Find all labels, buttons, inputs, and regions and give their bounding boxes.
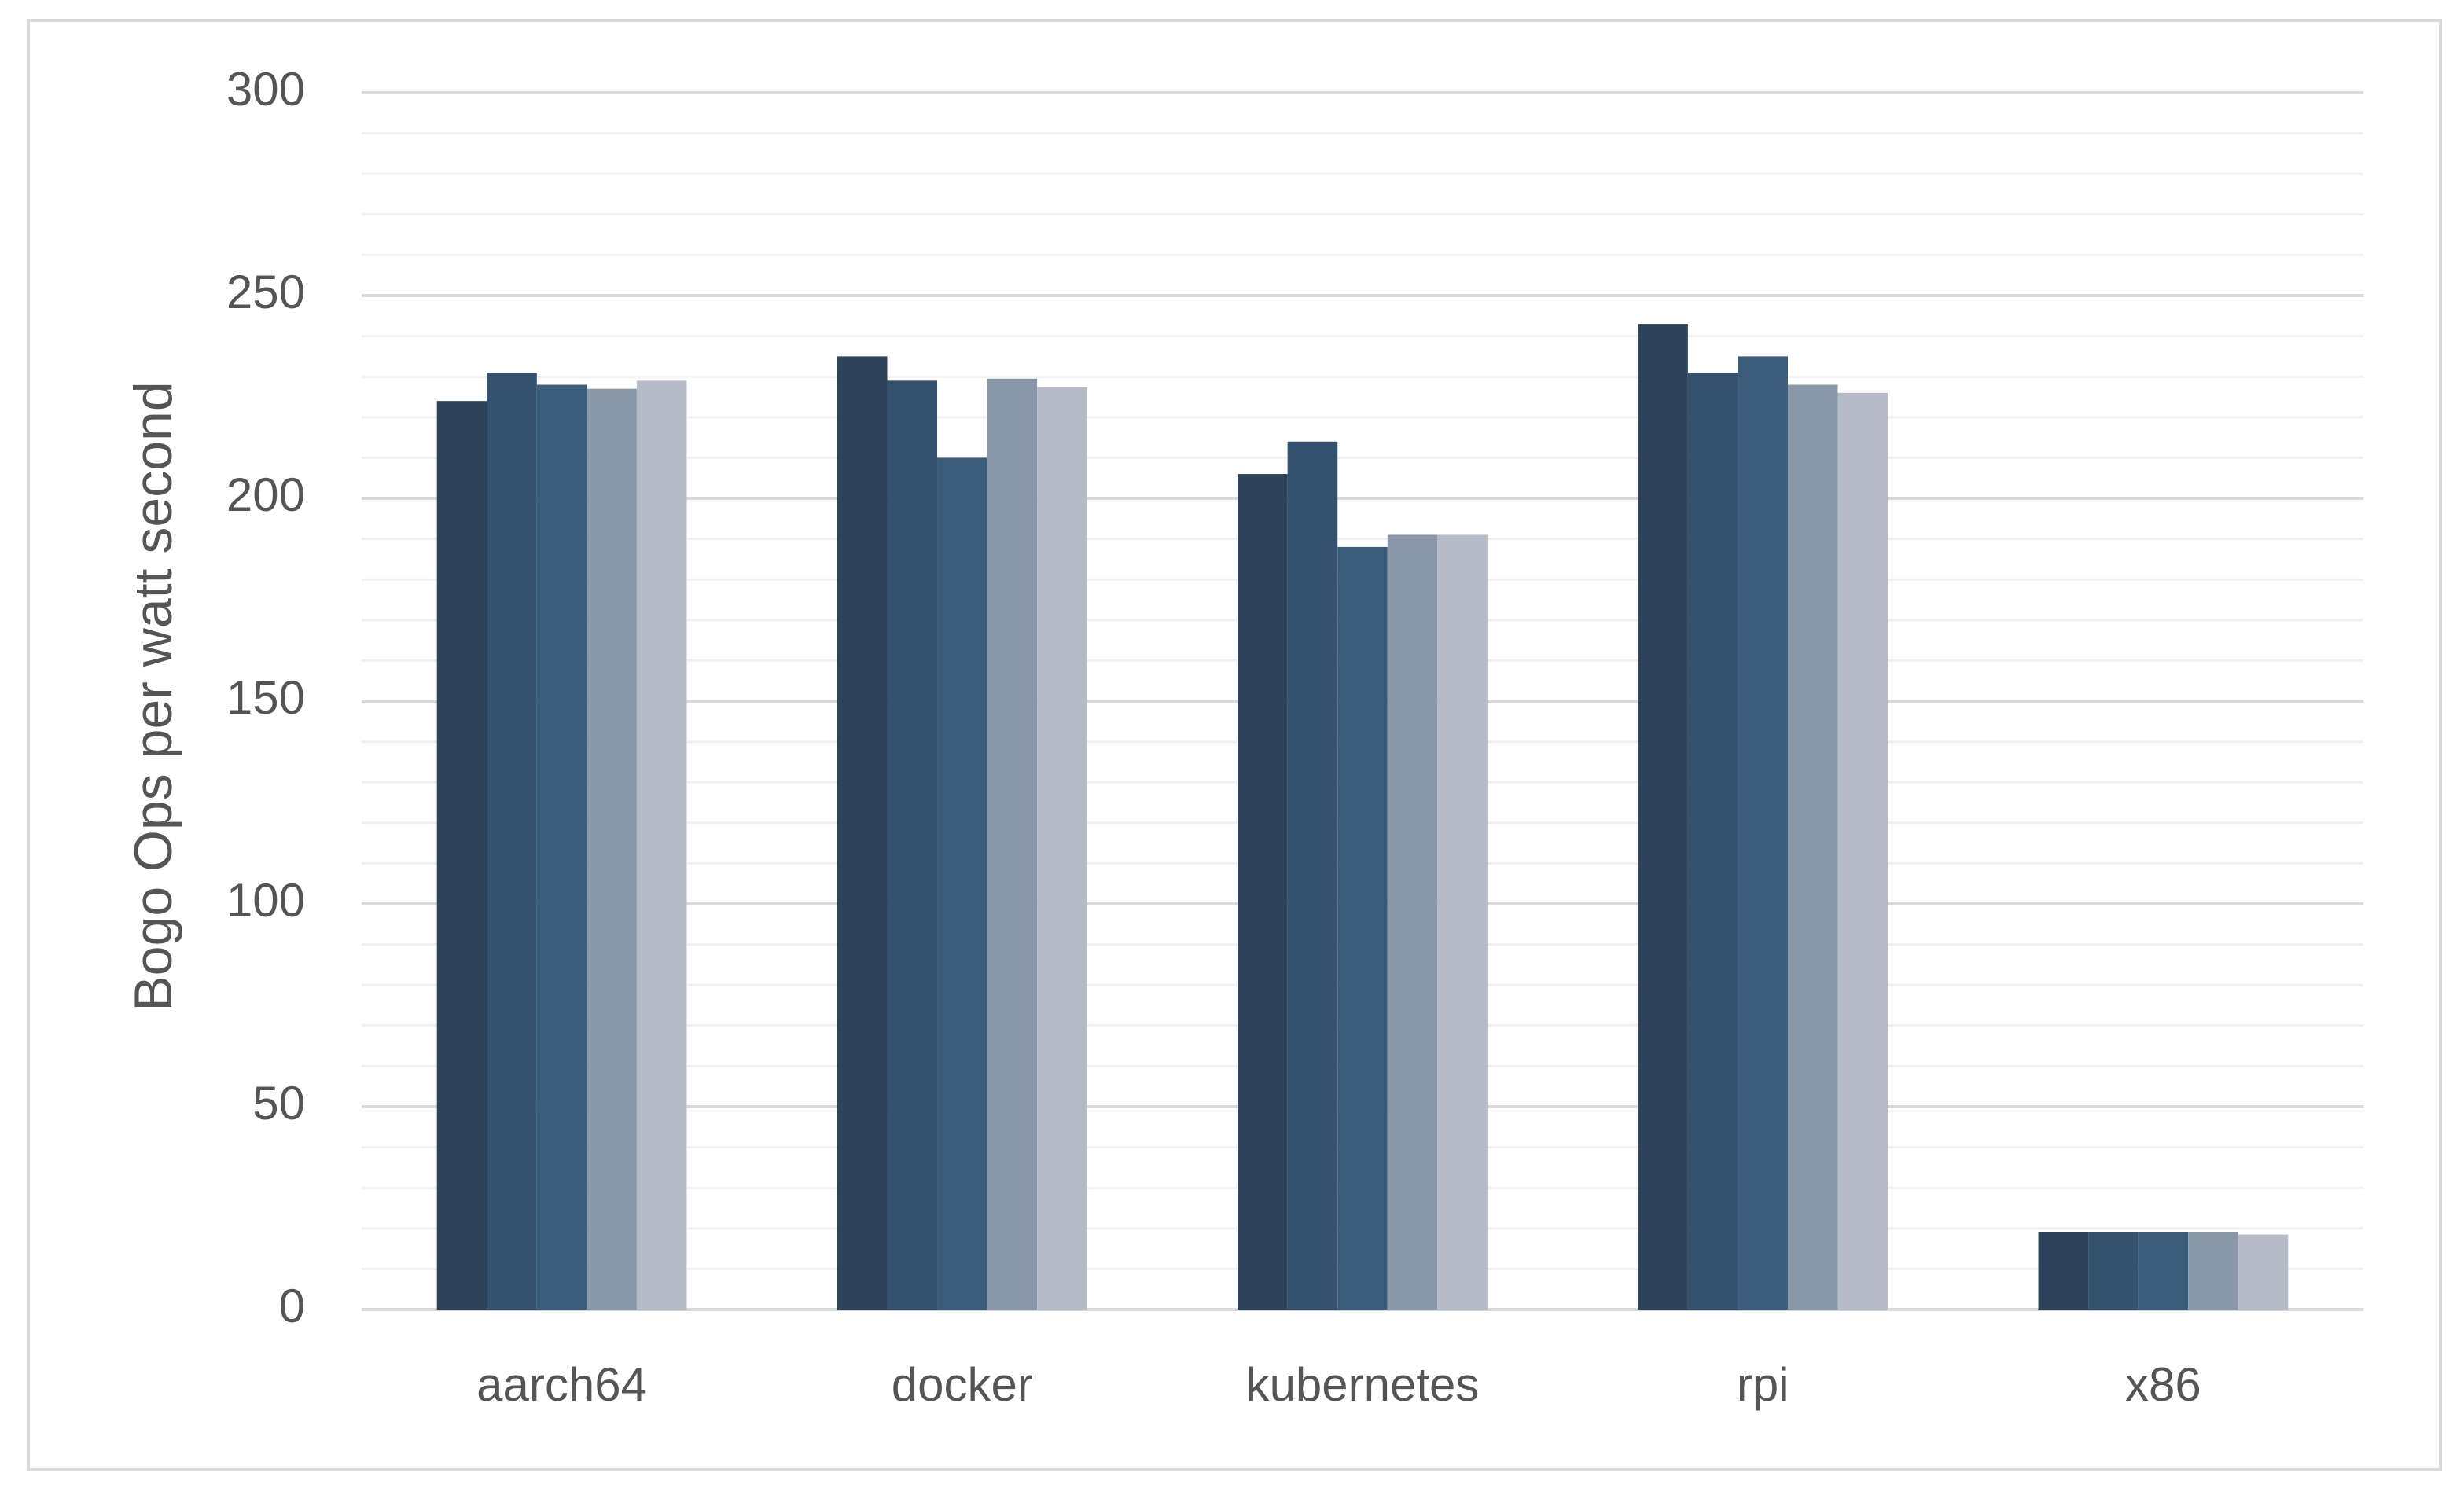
bar [2138,1232,2189,1310]
y-tick-label: 300 [226,63,305,116]
bar [1738,356,1788,1310]
y-axis-title: Bogo Ops per watt second [123,381,183,1011]
bar [536,384,587,1310]
bar [2238,1234,2289,1310]
bar [2038,1232,2089,1310]
y-tick-label: 150 [226,671,305,724]
y-tick-label: 50 [252,1077,305,1130]
bar [1638,324,1688,1310]
bar [1238,474,1288,1310]
bar [837,356,888,1310]
bar [1387,534,1438,1310]
bar [1787,384,1838,1310]
bar [587,388,637,1310]
y-tick-label: 0 [279,1280,305,1332]
bar [887,380,938,1310]
y-tick-label: 200 [226,468,305,521]
y-tick-label: 100 [226,874,305,927]
bar [2188,1232,2238,1310]
y-tick-label: 250 [226,266,305,318]
bar [2088,1232,2139,1310]
bar [1337,546,1388,1310]
bar [1837,392,1888,1310]
x-tick-label: rpi [1737,1358,1789,1411]
x-tick-label: x86 [2125,1358,2201,1411]
bar [1687,373,1738,1310]
bar [636,380,687,1310]
bar [1037,387,1087,1310]
bar [436,401,487,1310]
bar [1287,441,1338,1310]
x-tick-label: docker [892,1358,1033,1411]
x-tick-label: kubernetes [1246,1358,1480,1411]
bar [987,378,1038,1310]
x-tick-label: aarch64 [476,1358,647,1411]
bar [487,373,537,1310]
bar [937,457,987,1310]
bar [1437,534,1488,1310]
